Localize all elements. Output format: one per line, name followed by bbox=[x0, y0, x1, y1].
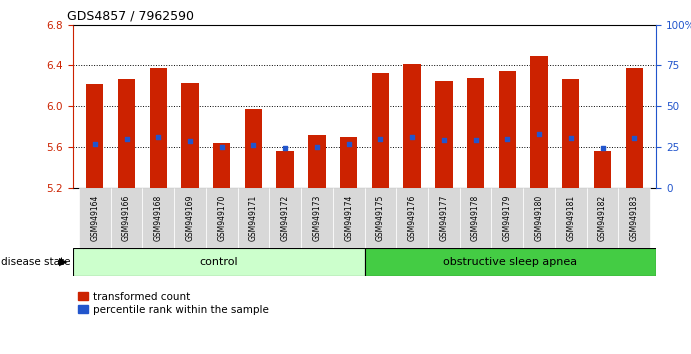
Text: GSM949174: GSM949174 bbox=[344, 194, 353, 241]
Text: GSM949177: GSM949177 bbox=[439, 194, 448, 241]
Point bbox=[470, 137, 481, 143]
Bar bbox=[365, 248, 656, 276]
Text: GSM949173: GSM949173 bbox=[312, 194, 321, 241]
Bar bbox=[301, 188, 333, 248]
Point bbox=[565, 135, 576, 141]
Text: ▶: ▶ bbox=[59, 257, 68, 267]
Bar bbox=[562, 79, 580, 188]
Bar bbox=[245, 109, 262, 188]
Text: GSM949179: GSM949179 bbox=[503, 194, 512, 241]
Point bbox=[248, 143, 259, 148]
Bar bbox=[111, 188, 142, 248]
Bar bbox=[404, 64, 421, 188]
Bar bbox=[174, 188, 206, 248]
Text: GSM949171: GSM949171 bbox=[249, 195, 258, 241]
Bar bbox=[365, 188, 396, 248]
Point bbox=[502, 136, 513, 142]
Text: GSM949176: GSM949176 bbox=[408, 194, 417, 241]
Bar bbox=[435, 81, 453, 188]
Bar bbox=[276, 151, 294, 188]
Point bbox=[89, 142, 100, 147]
Text: GSM949172: GSM949172 bbox=[281, 195, 290, 241]
Bar bbox=[530, 56, 548, 188]
Point bbox=[343, 142, 354, 147]
Bar bbox=[181, 83, 199, 188]
Bar bbox=[86, 84, 104, 188]
Bar bbox=[308, 135, 325, 188]
Bar bbox=[499, 70, 516, 188]
Bar bbox=[460, 188, 491, 248]
Point bbox=[280, 145, 291, 151]
Bar bbox=[594, 151, 612, 188]
Text: GSM949180: GSM949180 bbox=[535, 195, 544, 241]
Text: GSM949169: GSM949169 bbox=[185, 194, 194, 241]
Point bbox=[375, 136, 386, 142]
Bar bbox=[396, 188, 428, 248]
Text: control: control bbox=[199, 257, 238, 267]
Bar bbox=[340, 137, 357, 188]
Point bbox=[533, 131, 545, 137]
Point bbox=[312, 144, 323, 150]
Bar bbox=[213, 143, 230, 188]
Bar bbox=[333, 188, 365, 248]
Point bbox=[184, 138, 196, 144]
Point bbox=[121, 136, 132, 142]
Bar bbox=[206, 188, 238, 248]
Bar bbox=[117, 79, 135, 188]
Bar bbox=[587, 188, 618, 248]
Text: GDS4857 / 7962590: GDS4857 / 7962590 bbox=[67, 9, 193, 22]
Point bbox=[216, 144, 227, 150]
Text: GSM949181: GSM949181 bbox=[566, 195, 576, 241]
Bar bbox=[467, 78, 484, 188]
Text: disease state: disease state bbox=[1, 257, 70, 267]
Bar bbox=[555, 188, 587, 248]
Text: GSM949164: GSM949164 bbox=[91, 194, 100, 241]
Bar bbox=[73, 248, 365, 276]
Bar bbox=[238, 188, 269, 248]
Bar bbox=[625, 68, 643, 188]
Legend: transformed count, percentile rank within the sample: transformed count, percentile rank withi… bbox=[78, 292, 269, 315]
Text: GSM949182: GSM949182 bbox=[598, 195, 607, 241]
Text: GSM949183: GSM949183 bbox=[630, 195, 638, 241]
Text: GSM949168: GSM949168 bbox=[153, 195, 163, 241]
Bar bbox=[523, 188, 555, 248]
Text: obstructive sleep apnea: obstructive sleep apnea bbox=[444, 257, 578, 267]
Text: GSM949170: GSM949170 bbox=[217, 194, 226, 241]
Text: GSM949175: GSM949175 bbox=[376, 194, 385, 241]
Text: GSM949166: GSM949166 bbox=[122, 194, 131, 241]
Bar bbox=[372, 73, 389, 188]
Bar bbox=[428, 188, 460, 248]
Bar bbox=[149, 68, 167, 188]
Bar bbox=[79, 188, 111, 248]
Point bbox=[438, 137, 449, 143]
Bar bbox=[142, 188, 174, 248]
Bar bbox=[269, 188, 301, 248]
Point bbox=[406, 134, 417, 139]
Point bbox=[597, 145, 608, 151]
Bar bbox=[491, 188, 523, 248]
Point bbox=[153, 134, 164, 139]
Point bbox=[629, 135, 640, 141]
Text: GSM949178: GSM949178 bbox=[471, 195, 480, 241]
Bar bbox=[618, 188, 650, 248]
